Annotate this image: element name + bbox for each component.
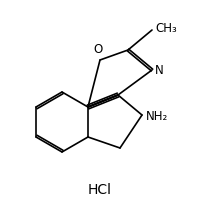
Text: O: O [93,43,103,56]
Text: CH₃: CH₃ [155,23,177,36]
Text: NH₂: NH₂ [146,109,168,122]
Text: HCl: HCl [88,183,112,197]
Text: N: N [155,65,164,78]
